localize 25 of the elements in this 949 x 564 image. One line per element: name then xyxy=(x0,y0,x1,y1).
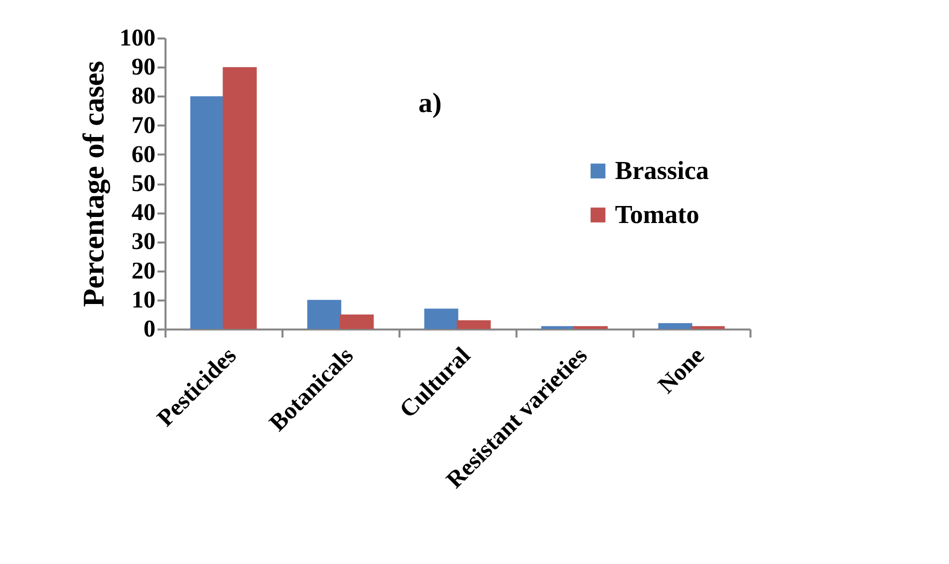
bar xyxy=(574,326,608,329)
y-tick-label: 60 xyxy=(132,142,156,168)
y-tick-label: 70 xyxy=(132,112,156,139)
bar xyxy=(541,326,576,329)
bar xyxy=(424,308,458,329)
y-tick-label: 30 xyxy=(132,229,156,256)
y-tick-label: 40 xyxy=(132,200,156,226)
legend-label: Brassica xyxy=(615,156,709,185)
y-tick-label: 0 xyxy=(144,316,156,342)
bar xyxy=(190,96,224,329)
bar xyxy=(658,323,692,329)
y-tick-label: 100 xyxy=(120,26,156,52)
bar xyxy=(340,314,374,329)
y-tick-label: 20 xyxy=(132,258,156,284)
bar xyxy=(690,326,725,329)
bar xyxy=(456,320,491,329)
annotation: a) xyxy=(418,88,442,119)
y-tick-label: 10 xyxy=(132,287,156,314)
bar xyxy=(307,300,342,329)
legend-label: Tomato xyxy=(615,200,700,229)
y-tick-label: 90 xyxy=(132,54,156,81)
bar xyxy=(222,67,257,329)
y-axis-title: Percentage of cases xyxy=(78,60,110,308)
y-tick-label: 80 xyxy=(132,84,156,110)
y-tick-label: 50 xyxy=(132,171,156,197)
